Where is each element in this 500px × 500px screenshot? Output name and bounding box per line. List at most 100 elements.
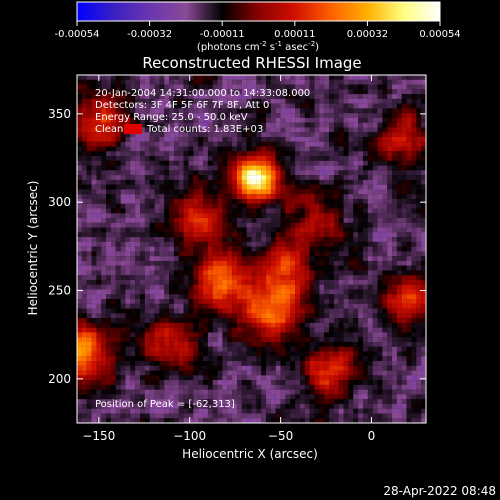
heatmap-cell — [387, 375, 393, 381]
heatmap-cell — [77, 318, 82, 323]
heatmap-cell — [169, 89, 175, 95]
heatmap-cell — [86, 232, 92, 238]
heatmap-cell — [110, 208, 116, 214]
heatmap-cell — [203, 394, 208, 400]
heatmap-cell — [251, 260, 257, 266]
heatmap-cell — [382, 184, 388, 190]
heatmap-cell — [319, 251, 325, 257]
heatmap-cell — [120, 170, 126, 176]
heatmap-cell — [372, 79, 378, 85]
heatmap-cell — [232, 170, 238, 176]
heatmap-cell — [188, 337, 194, 343]
heatmap-cell — [178, 313, 184, 319]
heatmap-cell — [358, 375, 364, 381]
heatmap-cell — [120, 194, 126, 200]
heatmap-cell — [367, 213, 373, 219]
heatmap-cell — [130, 151, 136, 157]
heatmap-cell — [270, 265, 276, 271]
heatmap-cell — [343, 113, 349, 118]
heatmap-cell — [280, 351, 286, 357]
heatmap-cell — [358, 79, 364, 85]
heatmap-cell — [353, 213, 359, 219]
heatmap-cell — [382, 346, 388, 352]
heatmap-cell — [358, 337, 364, 343]
heatmap-cell — [358, 284, 364, 290]
heatmap-cell — [246, 341, 252, 347]
heatmap-cell — [135, 284, 141, 290]
heatmap-cell — [256, 98, 262, 104]
heatmap-cell — [227, 337, 233, 343]
heatmap-cell — [266, 265, 271, 271]
heatmap-cell — [329, 294, 334, 300]
heatmap-cell — [387, 399, 393, 405]
heatmap-cell — [295, 351, 301, 357]
heatmap-cell — [183, 75, 189, 80]
heatmap-cell — [236, 194, 242, 200]
heatmap-cell — [290, 189, 296, 195]
heatmap-cell — [86, 222, 92, 228]
heatmap-cell — [348, 136, 354, 142]
heatmap-cell — [387, 241, 393, 247]
heatmap-cell — [382, 103, 388, 109]
heatmap-cell — [203, 94, 208, 99]
heatmap-cell — [367, 113, 373, 118]
heatmap-cell — [164, 380, 170, 385]
heatmap-cell — [96, 337, 102, 343]
heatmap-cell — [110, 127, 116, 133]
heatmap-cell — [120, 136, 126, 142]
heatmap-cell — [411, 213, 417, 219]
heatmap-cell — [135, 103, 141, 109]
heatmap-cell — [120, 117, 126, 123]
heatmap-cell — [280, 170, 286, 176]
heatmap-cell — [164, 327, 170, 333]
heatmap-cell — [266, 222, 271, 228]
heatmap-cell — [140, 251, 145, 257]
heatmap-cell — [299, 318, 305, 323]
heatmap-cell — [212, 284, 218, 290]
heatmap-cell — [421, 75, 426, 80]
heatmap-cell — [120, 313, 126, 319]
heatmap-cell — [236, 318, 242, 323]
heatmap-cell — [319, 189, 325, 195]
heatmap-cell — [396, 380, 402, 385]
heatmap-cell — [319, 165, 325, 171]
heatmap-cell — [96, 170, 102, 176]
heatmap-cell — [353, 384, 359, 390]
heatmap-cell — [77, 198, 82, 204]
heatmap-cell — [266, 84, 271, 90]
heatmap-cell — [329, 318, 334, 323]
heatmap-cell — [304, 165, 310, 171]
heatmap-cell — [164, 75, 170, 80]
heatmap-cell — [309, 113, 315, 118]
heatmap-cell — [154, 303, 160, 309]
heatmap-cell — [96, 113, 102, 118]
heatmap-cell — [304, 275, 310, 281]
heatmap-cell — [222, 151, 228, 157]
heatmap-cell — [309, 184, 315, 190]
heatmap-cell — [188, 380, 194, 385]
heatmap-cell — [406, 246, 412, 252]
heatmap-cell — [106, 256, 112, 262]
heatmap-cell — [135, 389, 141, 395]
heatmap-cell — [421, 275, 426, 281]
heatmap-cell — [106, 213, 112, 219]
heatmap-cell — [207, 194, 213, 200]
heatmap-cell — [401, 194, 407, 200]
heatmap-cell — [406, 132, 412, 138]
heatmap-cell — [387, 127, 393, 133]
heatmap-cell — [212, 222, 218, 228]
heatmap-cell — [295, 246, 301, 252]
heatmap-cell — [178, 303, 184, 309]
heatmap-cell — [110, 351, 116, 357]
heatmap-cell — [387, 170, 393, 176]
heatmap-cell — [338, 337, 344, 343]
heatmap-cell — [396, 208, 402, 214]
heatmap-cell — [178, 380, 184, 385]
heatmap-cell — [110, 241, 116, 247]
heatmap-cell — [338, 308, 344, 314]
heatmap-cell — [159, 318, 165, 323]
heatmap-cell — [246, 384, 252, 390]
heatmap-cell — [285, 289, 291, 295]
heatmap-cell — [362, 365, 368, 371]
heatmap-cell — [198, 246, 204, 252]
